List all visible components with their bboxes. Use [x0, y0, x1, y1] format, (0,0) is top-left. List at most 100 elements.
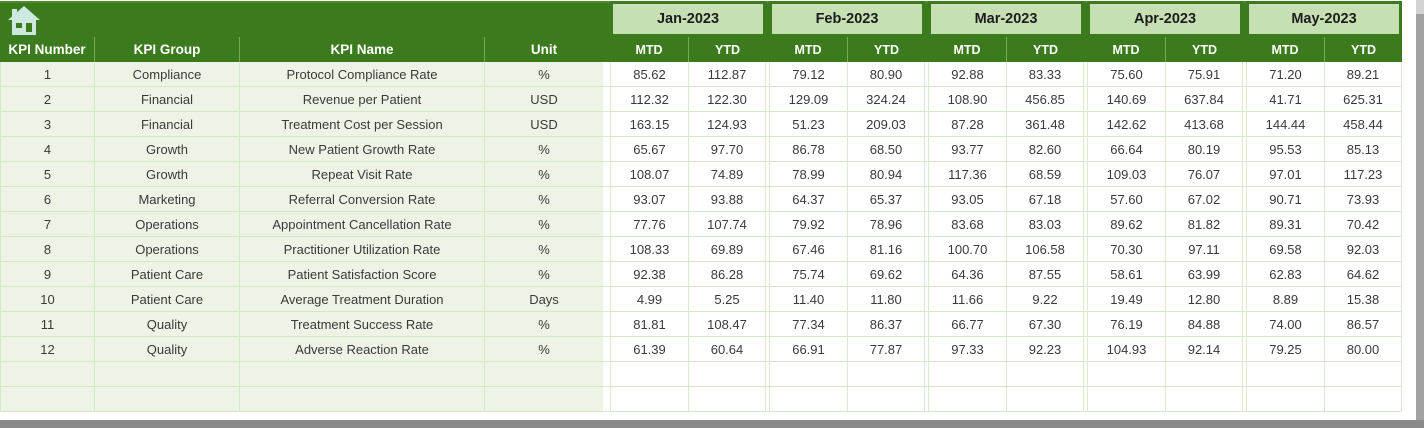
- value-cell[interactable]: 93.77: [928, 137, 1006, 162]
- value-cell[interactable]: [1324, 362, 1402, 387]
- value-cell[interactable]: 80.00: [1324, 337, 1402, 362]
- value-cell[interactable]: [1246, 362, 1324, 387]
- value-cell[interactable]: 92.14: [1165, 337, 1243, 362]
- kpi-name-cell[interactable]: [239, 362, 484, 387]
- value-cell[interactable]: 625.31: [1324, 87, 1402, 112]
- value-cell[interactable]: 73.93: [1324, 187, 1402, 212]
- value-cell[interactable]: [610, 387, 688, 412]
- value-cell[interactable]: [1165, 362, 1243, 387]
- value-cell[interactable]: 209.03: [847, 112, 925, 137]
- home-button[interactable]: [0, 1, 610, 37]
- value-cell[interactable]: 107.74: [688, 212, 766, 237]
- kpi-number-cell[interactable]: [0, 387, 94, 412]
- value-cell[interactable]: [1087, 387, 1165, 412]
- value-cell[interactable]: 78.96: [847, 212, 925, 237]
- unit-cell[interactable]: %: [484, 237, 603, 262]
- kpi-group-cell[interactable]: [94, 387, 239, 412]
- value-cell[interactable]: 5.25: [688, 287, 766, 312]
- value-cell[interactable]: 75.60: [1087, 62, 1165, 87]
- value-cell[interactable]: [1165, 387, 1243, 412]
- value-cell[interactable]: [769, 362, 847, 387]
- value-cell[interactable]: 163.15: [610, 112, 688, 137]
- value-cell[interactable]: 92.88: [928, 62, 1006, 87]
- value-cell[interactable]: [688, 387, 766, 412]
- value-cell[interactable]: 97.11: [1165, 237, 1243, 262]
- value-cell[interactable]: 71.20: [1246, 62, 1324, 87]
- value-cell[interactable]: 361.48: [1006, 112, 1084, 137]
- value-cell[interactable]: 66.77: [928, 312, 1006, 337]
- value-cell[interactable]: 12.80: [1165, 287, 1243, 312]
- kpi-name-cell[interactable]: Average Treatment Duration: [239, 287, 484, 312]
- value-cell[interactable]: 106.58: [1006, 237, 1084, 262]
- kpi-name-cell[interactable]: Referral Conversion Rate: [239, 187, 484, 212]
- value-cell[interactable]: 456.85: [1006, 87, 1084, 112]
- kpi-name-cell[interactable]: Treatment Cost per Session: [239, 112, 484, 137]
- value-cell[interactable]: 93.05: [928, 187, 1006, 212]
- unit-cell[interactable]: %: [484, 212, 603, 237]
- value-cell[interactable]: 637.84: [1165, 87, 1243, 112]
- unit-cell[interactable]: %: [484, 62, 603, 87]
- value-cell[interactable]: 117.36: [928, 162, 1006, 187]
- unit-cell[interactable]: USD: [484, 112, 603, 137]
- value-cell[interactable]: 100.70: [928, 237, 1006, 262]
- value-cell[interactable]: 89.31: [1246, 212, 1324, 237]
- kpi-group-cell[interactable]: Patient Care: [94, 287, 239, 312]
- value-cell[interactable]: 61.39: [610, 337, 688, 362]
- value-cell[interactable]: [1324, 387, 1402, 412]
- value-cell[interactable]: 64.37: [769, 187, 847, 212]
- value-cell[interactable]: 67.30: [1006, 312, 1084, 337]
- value-cell[interactable]: [1246, 387, 1324, 412]
- kpi-group-cell[interactable]: Growth: [94, 137, 239, 162]
- value-cell[interactable]: 19.49: [1087, 287, 1165, 312]
- value-cell[interactable]: 458.44: [1324, 112, 1402, 137]
- value-cell[interactable]: 68.50: [847, 137, 925, 162]
- value-cell[interactable]: 79.25: [1246, 337, 1324, 362]
- kpi-group-cell[interactable]: [94, 362, 239, 387]
- value-cell[interactable]: 97.01: [1246, 162, 1324, 187]
- value-cell[interactable]: 324.24: [847, 87, 925, 112]
- value-cell[interactable]: 108.47: [688, 312, 766, 337]
- unit-cell[interactable]: %: [484, 137, 603, 162]
- kpi-number-cell[interactable]: 3: [0, 112, 94, 137]
- value-cell[interactable]: 69.58: [1246, 237, 1324, 262]
- kpi-number-cell[interactable]: 12: [0, 337, 94, 362]
- kpi-name-cell[interactable]: Adverse Reaction Rate: [239, 337, 484, 362]
- value-cell[interactable]: 86.28: [688, 262, 766, 287]
- value-cell[interactable]: 69.62: [847, 262, 925, 287]
- unit-cell[interactable]: %: [484, 312, 603, 337]
- value-cell[interactable]: 140.69: [1087, 87, 1165, 112]
- value-cell[interactable]: 87.28: [928, 112, 1006, 137]
- value-cell[interactable]: 85.62: [610, 62, 688, 87]
- value-cell[interactable]: 75.74: [769, 262, 847, 287]
- kpi-group-cell[interactable]: Compliance: [94, 62, 239, 87]
- value-cell[interactable]: 4.99: [610, 287, 688, 312]
- value-cell[interactable]: 76.07: [1165, 162, 1243, 187]
- kpi-group-cell[interactable]: Quality: [94, 312, 239, 337]
- value-cell[interactable]: 8.89: [1246, 287, 1324, 312]
- value-cell[interactable]: 41.71: [1246, 87, 1324, 112]
- value-cell[interactable]: 85.13: [1324, 137, 1402, 162]
- kpi-name-cell[interactable]: Repeat Visit Rate: [239, 162, 484, 187]
- value-cell[interactable]: 104.93: [1087, 337, 1165, 362]
- kpi-group-cell[interactable]: Operations: [94, 237, 239, 262]
- value-cell[interactable]: 108.33: [610, 237, 688, 262]
- value-cell[interactable]: 93.88: [688, 187, 766, 212]
- value-cell[interactable]: 77.76: [610, 212, 688, 237]
- value-cell[interactable]: 66.91: [769, 337, 847, 362]
- value-cell[interactable]: 60.64: [688, 337, 766, 362]
- unit-cell[interactable]: Days: [484, 287, 603, 312]
- kpi-group-cell[interactable]: Operations: [94, 212, 239, 237]
- value-cell[interactable]: 11.40: [769, 287, 847, 312]
- unit-cell[interactable]: %: [484, 262, 603, 287]
- kpi-number-cell[interactable]: [0, 362, 94, 387]
- value-cell[interactable]: 92.23: [1006, 337, 1084, 362]
- value-cell[interactable]: 83.68: [928, 212, 1006, 237]
- value-cell[interactable]: [1006, 387, 1084, 412]
- kpi-name-cell[interactable]: Patient Satisfaction Score: [239, 262, 484, 287]
- value-cell[interactable]: 57.60: [1087, 187, 1165, 212]
- value-cell[interactable]: 63.99: [1165, 262, 1243, 287]
- value-cell[interactable]: 90.71: [1246, 187, 1324, 212]
- kpi-number-cell[interactable]: 11: [0, 312, 94, 337]
- value-cell[interactable]: 65.67: [610, 137, 688, 162]
- kpi-number-cell[interactable]: 10: [0, 287, 94, 312]
